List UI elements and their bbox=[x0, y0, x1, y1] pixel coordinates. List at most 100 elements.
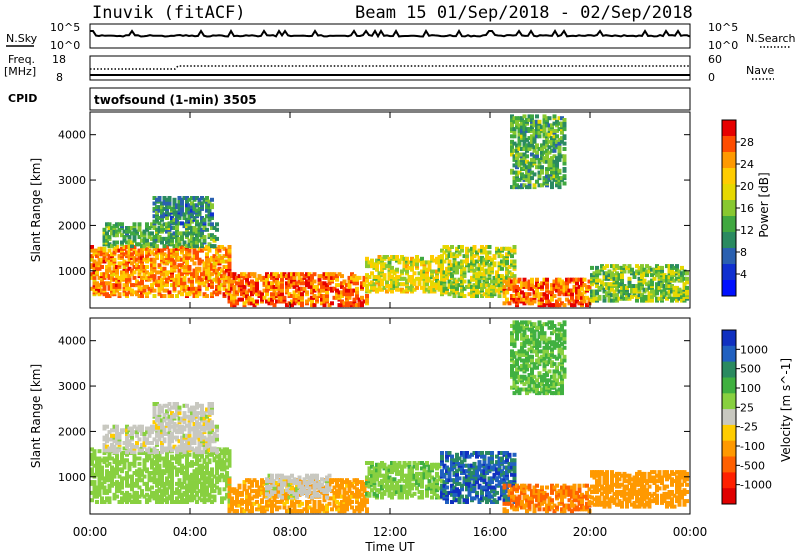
heatmap-cell bbox=[662, 273, 667, 278]
heatmap-cell bbox=[135, 430, 139, 435]
heatmap-cell bbox=[225, 447, 229, 452]
heatmap-cell bbox=[425, 287, 429, 292]
heatmap-cell bbox=[355, 490, 359, 495]
heatmap-cell bbox=[185, 456, 189, 461]
heatmap-cell bbox=[102, 456, 107, 461]
heatmap-cell bbox=[167, 407, 172, 412]
heatmap-cell bbox=[517, 116, 522, 121]
heatmap-cell bbox=[520, 152, 524, 157]
heatmap-cell bbox=[312, 294, 317, 298]
heatmap-cell bbox=[652, 289, 657, 294]
heatmap-cell bbox=[190, 201, 194, 206]
heatmap-cell bbox=[195, 490, 199, 495]
heatmap-cell bbox=[555, 183, 559, 188]
heatmap-cell bbox=[562, 303, 567, 308]
heatmap-cell bbox=[322, 303, 327, 308]
heatmap-cell bbox=[195, 480, 199, 485]
heatmap-cell bbox=[125, 274, 129, 279]
heatmap-cell bbox=[552, 128, 557, 133]
heatmap-cell bbox=[177, 405, 182, 410]
heatmap-cell bbox=[170, 411, 174, 416]
heatmap-cell bbox=[155, 205, 159, 210]
heatmap-cell bbox=[532, 145, 537, 150]
heatmap-cell bbox=[320, 507, 324, 512]
heatmap-cell bbox=[637, 293, 642, 298]
heatmap-cell bbox=[180, 485, 184, 490]
heatmap-cell bbox=[455, 290, 459, 295]
heatmap-cell bbox=[260, 498, 264, 503]
heatmap-cell bbox=[135, 441, 139, 445]
heatmap-cell bbox=[160, 236, 164, 241]
heatmap-cell bbox=[110, 428, 114, 433]
heatmap-cell bbox=[467, 292, 472, 297]
heatmap-cell bbox=[190, 411, 194, 416]
heatmap-cell bbox=[160, 214, 164, 219]
heatmap-cell bbox=[197, 430, 202, 435]
heatmap-cell bbox=[135, 263, 139, 268]
cpid-label: CPID bbox=[8, 92, 37, 105]
heatmap-cell bbox=[170, 439, 174, 444]
heatmap-cell bbox=[200, 454, 204, 459]
heatmap-cell bbox=[540, 281, 544, 286]
heatmap-cell bbox=[325, 297, 329, 302]
heatmap-cell bbox=[312, 503, 317, 508]
heatmap-cell bbox=[172, 456, 177, 461]
heatmap-cell bbox=[180, 236, 184, 241]
heatmap-cell bbox=[140, 231, 144, 236]
heatmap-cell bbox=[117, 222, 122, 227]
heatmap-cell bbox=[197, 422, 202, 426]
heatmap-cell bbox=[522, 147, 527, 151]
heatmap-cell bbox=[532, 172, 537, 177]
heatmap-cell bbox=[677, 296, 682, 301]
heatmap-cell bbox=[177, 268, 182, 273]
heatmap-cell bbox=[515, 161, 519, 166]
heatmap-cell bbox=[257, 489, 262, 494]
heatmap-cell bbox=[565, 281, 569, 286]
heatmap-cell bbox=[240, 279, 244, 284]
heatmap-cell bbox=[255, 480, 259, 485]
heatmap-cell bbox=[392, 284, 397, 288]
heatmap-cell bbox=[227, 265, 232, 269]
heatmap-cell bbox=[200, 442, 204, 447]
heatmap-cell bbox=[380, 256, 384, 261]
heatmap-cell bbox=[157, 279, 162, 284]
heatmap-cell bbox=[152, 257, 157, 262]
heatmap-cell bbox=[207, 242, 212, 247]
heatmap-cell bbox=[115, 229, 119, 234]
heatmap-cell bbox=[147, 226, 152, 230]
heatmap-cell bbox=[545, 156, 549, 161]
heatmap-cell bbox=[182, 268, 187, 273]
heatmap-cell bbox=[600, 280, 604, 285]
heatmap-cell bbox=[432, 269, 437, 274]
heatmap-cell bbox=[512, 116, 517, 121]
heatmap-cell bbox=[217, 447, 222, 452]
heatmap-cell bbox=[130, 246, 134, 251]
heatmap-cell bbox=[542, 127, 547, 132]
heatmap-cell bbox=[167, 270, 172, 275]
heatmap-cell bbox=[555, 174, 559, 179]
heatmap-cell bbox=[175, 265, 179, 269]
heatmap-cell bbox=[415, 276, 419, 281]
freq-label: Freq. bbox=[8, 53, 35, 66]
heatmap-cell bbox=[167, 238, 172, 243]
heatmap-cell bbox=[160, 281, 164, 286]
heatmap-cell bbox=[605, 271, 609, 276]
heatmap-cell bbox=[187, 231, 192, 236]
heatmap-cell bbox=[157, 235, 162, 239]
heatmap-cell bbox=[210, 402, 214, 406]
heatmap-cell bbox=[157, 494, 162, 499]
heatmap-cell bbox=[460, 248, 464, 253]
heatmap-cell bbox=[137, 235, 142, 239]
heatmap-cell bbox=[130, 478, 134, 483]
heatmap-cell bbox=[465, 250, 469, 255]
heatmap-cell bbox=[540, 147, 544, 151]
heatmap-cell bbox=[107, 254, 112, 259]
heatmap-cell bbox=[250, 283, 254, 288]
heatmap-cell bbox=[187, 242, 192, 247]
heatmap-cell bbox=[195, 227, 199, 232]
heatmap-cell bbox=[202, 465, 207, 470]
heatmap-cell bbox=[550, 303, 554, 308]
heatmap-cell bbox=[192, 494, 197, 499]
heatmap-cell bbox=[337, 501, 342, 506]
heatmap-cell bbox=[445, 248, 449, 253]
